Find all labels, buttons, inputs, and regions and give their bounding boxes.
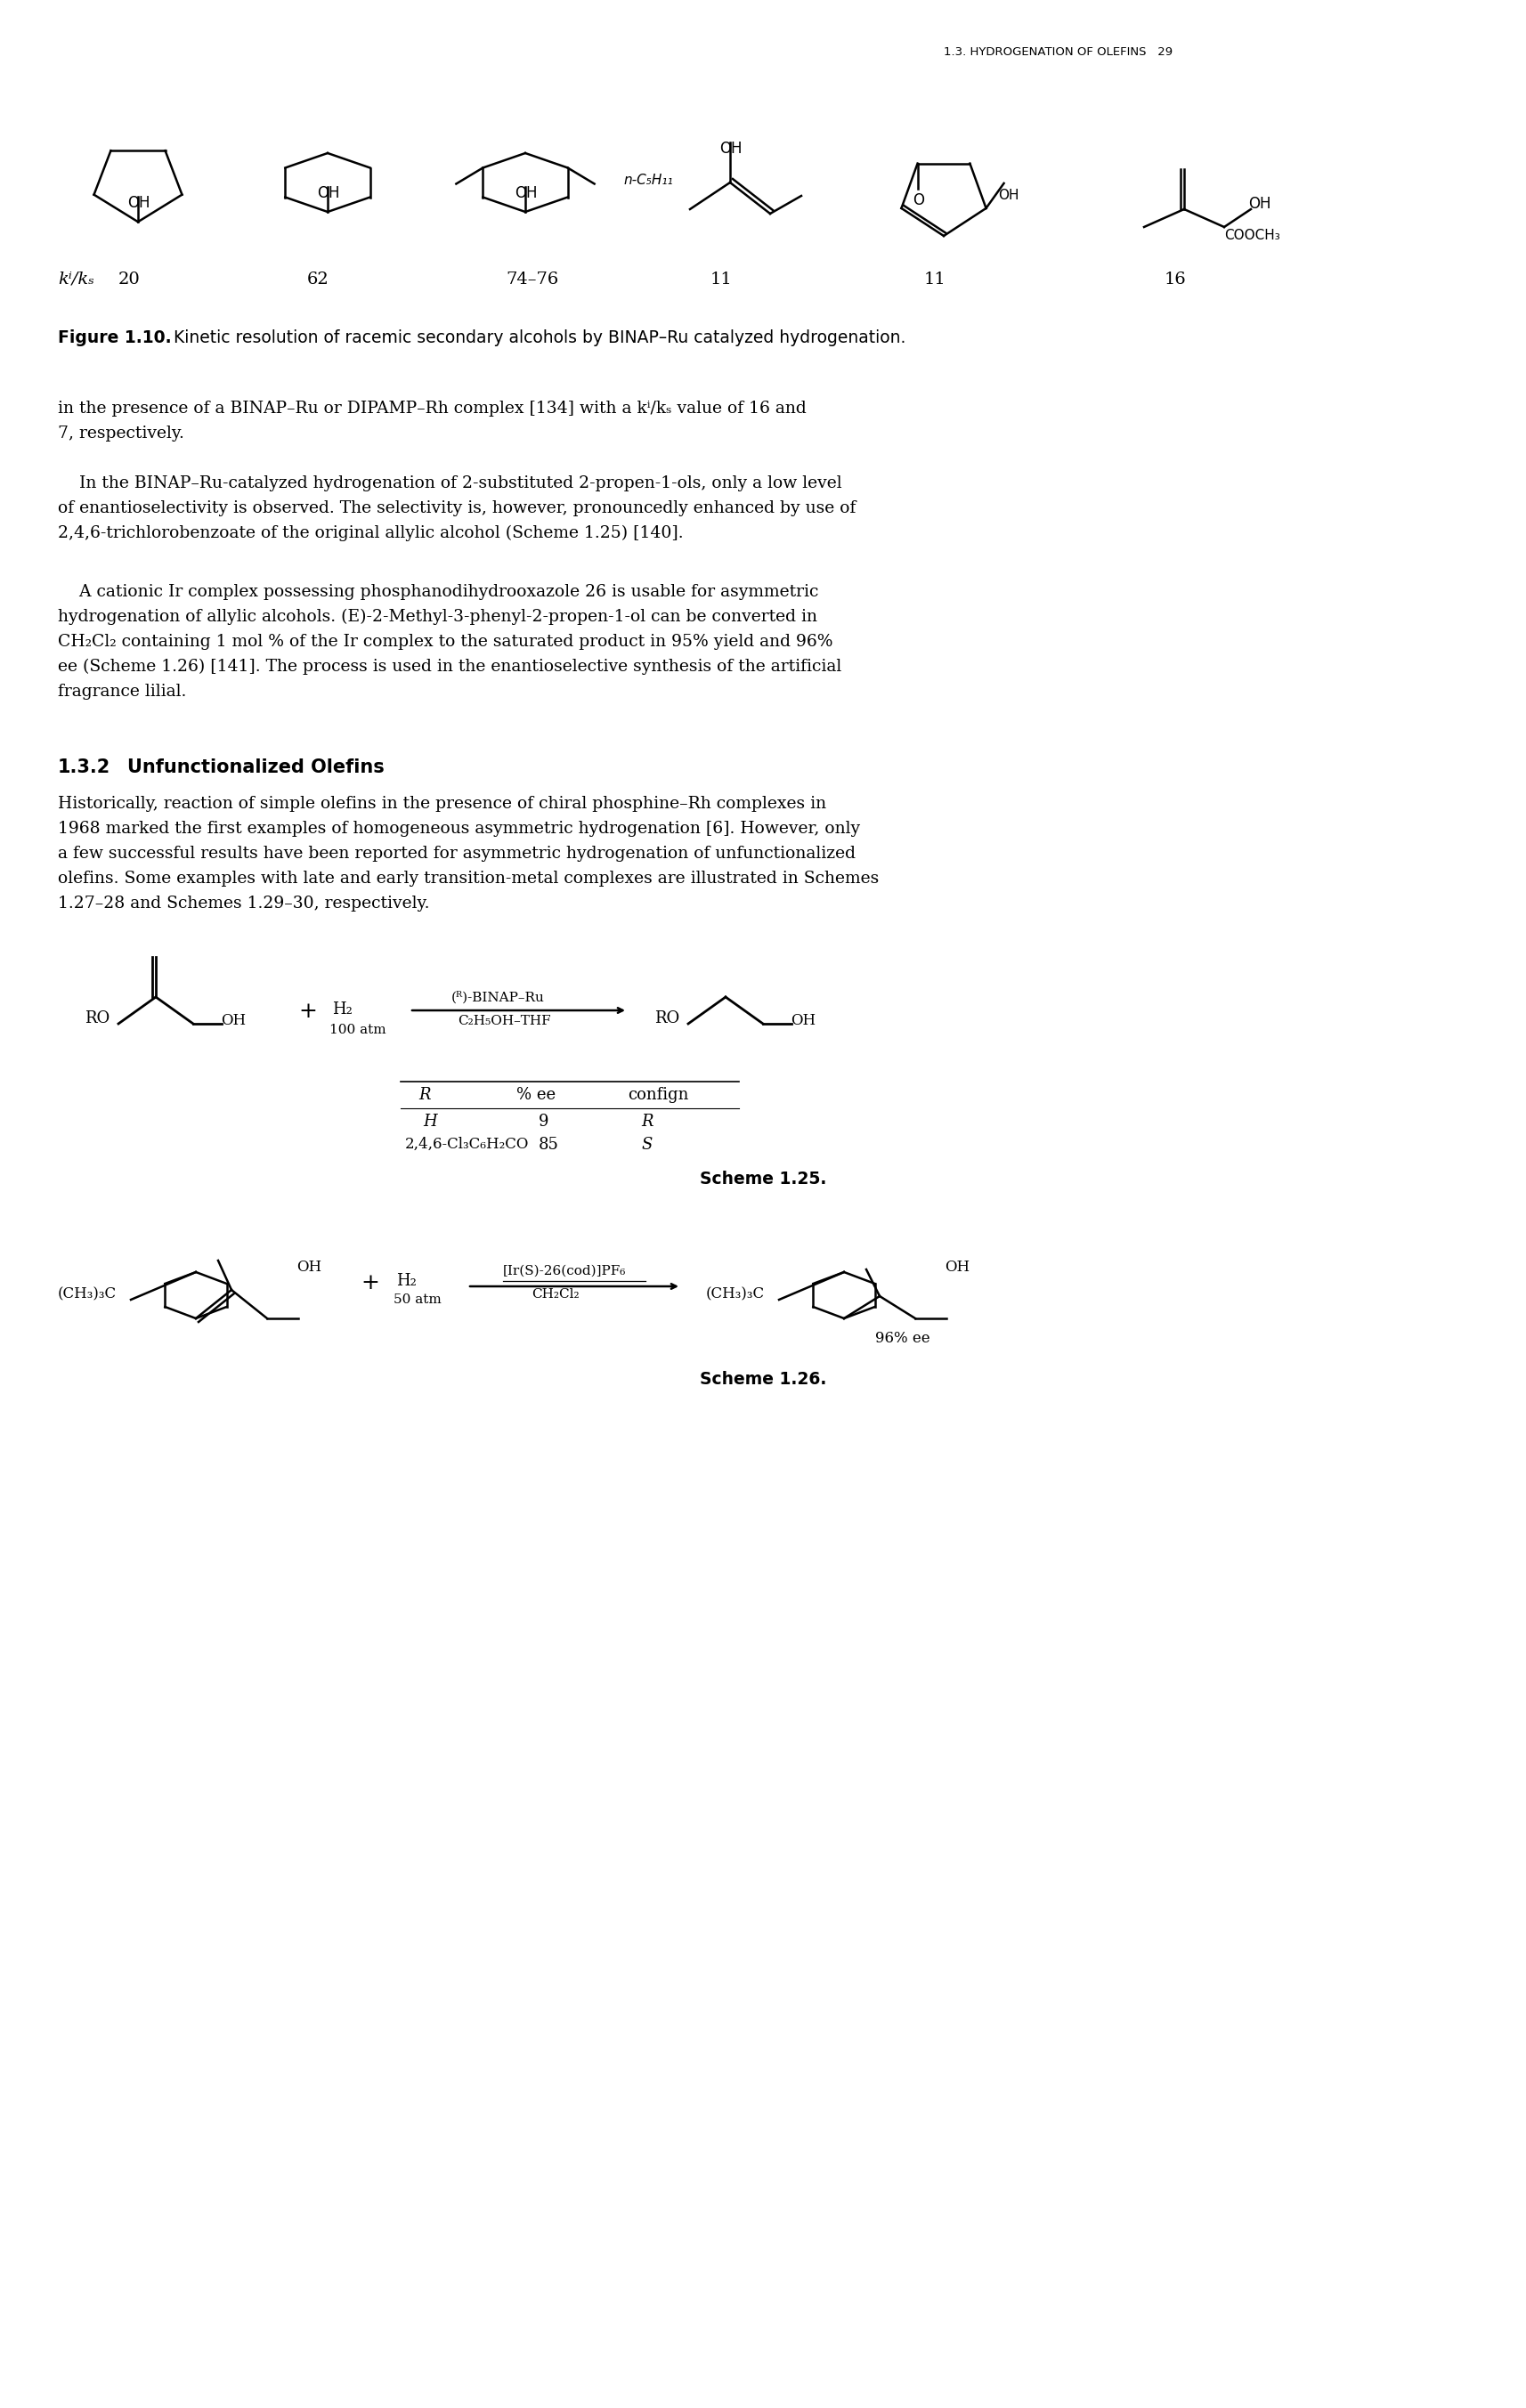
Text: COOCH₃: COOCH₃ <box>1224 229 1279 243</box>
Text: +: + <box>360 1274 378 1293</box>
Text: +: + <box>298 1002 317 1021</box>
Text: hydrogenation of allylic alcohols. (E)-2-Methyl-3-phenyl-2-propen-1-ol can be co: hydrogenation of allylic alcohols. (E)-2… <box>58 609 816 626</box>
Text: n-C₅H₁₁: n-C₅H₁₁ <box>623 173 673 188</box>
Text: 9: 9 <box>539 1112 548 1129</box>
Text: Unfunctionalized Olefins: Unfunctionalized Olefins <box>127 759 385 775</box>
Text: olefins. Some examples with late and early transition-metal complexes are illust: olefins. Some examples with late and ear… <box>58 872 879 886</box>
Text: Scheme 1.26.: Scheme 1.26. <box>699 1370 826 1387</box>
Text: Scheme 1.25.: Scheme 1.25. <box>699 1170 826 1187</box>
Text: 1968 marked the first examples of homogeneous asymmetric hydrogenation [6]. Howe: 1968 marked the first examples of homoge… <box>58 821 859 838</box>
Text: 11: 11 <box>923 272 946 287</box>
Text: fragrance lilial.: fragrance lilial. <box>58 684 186 701</box>
Text: OH: OH <box>1247 195 1270 212</box>
Text: O: O <box>913 193 925 207</box>
Text: CH₂Cl₂ containing 1 mol % of the Ir complex to the saturated product in 95% yiel: CH₂Cl₂ containing 1 mol % of the Ir comp… <box>58 633 832 650</box>
Text: a few successful results have been reported for asymmetric hydrogenation of unfu: a few successful results have been repor… <box>58 845 855 862</box>
Text: [Ir(S)-26(cod)]PF₆: [Ir(S)-26(cod)]PF₆ <box>502 1264 626 1276</box>
Text: OH: OH <box>317 185 339 202</box>
Text: Historically, reaction of simple olefins in the presence of chiral phosphine–Rh : Historically, reaction of simple olefins… <box>58 795 826 811</box>
Text: 62: 62 <box>307 272 330 287</box>
Text: Figure 1.10.: Figure 1.10. <box>58 330 171 347</box>
Text: (CH₃)₃C: (CH₃)₃C <box>705 1286 765 1300</box>
Text: RO: RO <box>655 1011 679 1026</box>
Text: OH: OH <box>945 1259 969 1274</box>
Text: OH: OH <box>514 185 537 202</box>
Text: R: R <box>641 1112 653 1129</box>
Text: H₂: H₂ <box>331 1002 353 1019</box>
Text: 20: 20 <box>119 272 140 287</box>
Text: 16: 16 <box>1164 272 1186 287</box>
Text: ee (Scheme 1.26) [141]. The process is used in the enantioselective synthesis of: ee (Scheme 1.26) [141]. The process is u… <box>58 660 841 674</box>
Text: 7, respectively.: 7, respectively. <box>58 426 185 441</box>
Text: OH: OH <box>221 1014 246 1028</box>
Text: H: H <box>423 1112 436 1129</box>
Text: (ᴿ)-BINAP–Ru: (ᴿ)-BINAP–Ru <box>452 990 545 1004</box>
Text: % ee: % ee <box>516 1086 555 1103</box>
Text: OH: OH <box>790 1014 815 1028</box>
Text: RO: RO <box>84 1011 110 1026</box>
Text: In the BINAP–Ru-catalyzed hydrogenation of 2-substituted 2-propen-1-ols, only a : In the BINAP–Ru-catalyzed hydrogenation … <box>58 474 841 491</box>
Text: S: S <box>641 1137 652 1153</box>
Text: C₂H₅OH–THF: C₂H₅OH–THF <box>458 1014 551 1028</box>
Text: of enantioselectivity is observed. The selectivity is, however, pronouncedly enh: of enantioselectivity is observed. The s… <box>58 501 856 515</box>
Text: 1.3.2: 1.3.2 <box>58 759 110 775</box>
Text: OH: OH <box>127 195 150 212</box>
Text: 74–76: 74–76 <box>505 272 559 287</box>
Text: 1.3. HYDROGENATION OF OLEFINS   29: 1.3. HYDROGENATION OF OLEFINS 29 <box>943 46 1172 58</box>
Text: kⁱ/kₛ: kⁱ/kₛ <box>58 272 95 287</box>
Text: 2,4,6-Cl₃C₆H₂CO: 2,4,6-Cl₃C₆H₂CO <box>404 1137 530 1151</box>
Text: (CH₃)₃C: (CH₃)₃C <box>58 1286 116 1300</box>
Text: OH: OH <box>998 188 1019 202</box>
Text: CH₂Cl₂: CH₂Cl₂ <box>531 1288 578 1300</box>
Text: OH: OH <box>296 1259 322 1274</box>
Text: OH: OH <box>719 140 742 157</box>
Text: 96% ee: 96% ee <box>874 1332 929 1346</box>
Text: 85: 85 <box>539 1137 559 1153</box>
Text: H₂: H₂ <box>395 1274 417 1288</box>
Text: confign: confign <box>627 1086 688 1103</box>
Text: 50 atm: 50 atm <box>394 1293 441 1305</box>
Text: R: R <box>418 1086 430 1103</box>
Text: 1.27–28 and Schemes 1.29–30, respectively.: 1.27–28 and Schemes 1.29–30, respectivel… <box>58 896 429 913</box>
Text: Kinetic resolution of racemic secondary alcohols by BINAP–Ru catalyzed hydrogena: Kinetic resolution of racemic secondary … <box>157 330 905 347</box>
Text: in the presence of a BINAP–Ru or DIPAMP–Rh complex [134] with a kⁱ/kₛ value of 1: in the presence of a BINAP–Ru or DIPAMP–… <box>58 400 806 417</box>
Text: 11: 11 <box>710 272 732 287</box>
Text: A cationic Ir complex possessing phosphanodihydrooxazole 26 is usable for asymme: A cationic Ir complex possessing phospha… <box>58 585 818 600</box>
Text: 100 atm: 100 atm <box>330 1023 386 1035</box>
Text: 2,4,6-trichlorobenzoate of the original allylic alcohol (Scheme 1.25) [140].: 2,4,6-trichlorobenzoate of the original … <box>58 525 684 542</box>
